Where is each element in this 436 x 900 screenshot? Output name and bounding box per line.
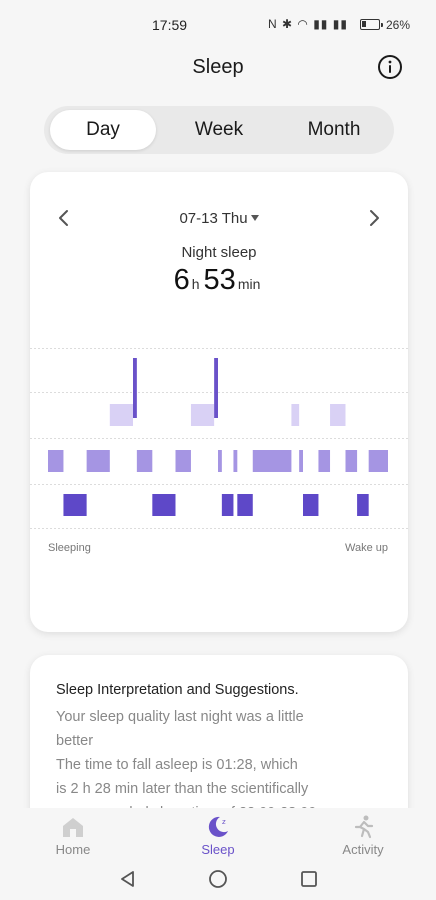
sleep-stage-deep [221,494,234,516]
info-button[interactable] [377,54,403,80]
tab-day[interactable]: Day [50,110,156,150]
nav-home[interactable]: Home [23,808,123,864]
sleep-stage-deep [237,494,253,516]
sleep-stage-light [345,450,358,472]
interpretation-text: Your sleep quality last night was a litt… [56,705,376,825]
back-icon [121,871,134,887]
info-icon [378,55,402,79]
caret-down-icon [250,215,259,221]
duration-hours-unit: h [191,276,200,292]
sleep-type-label: Night sleep [181,244,257,261]
duration-hours: 6 [173,264,190,296]
sleep-stage-deep [63,494,87,516]
home-icon [63,818,83,837]
nav-activity[interactable]: Activity [313,808,413,864]
sleep-stage-rem [109,404,133,426]
sleep-stage-deep [303,494,319,516]
bottom-navigation: Home z Sleep Activity [0,808,436,868]
battery-fill [362,21,366,27]
status-bar: 17:59 N ✱ ◠ ▮▮ ▮▮ 26% [0,0,436,48]
chevron-left-icon [59,210,68,226]
interpretation-line: is 2 h 28 min later than the scientifica… [56,781,309,797]
nav-sleep[interactable]: z Sleep [168,808,268,864]
system-recents-button[interactable] [298,868,320,890]
page-title: Sleep [192,56,244,78]
chart-end-label: Wake up [344,542,388,554]
sleep-stage-deep [152,494,176,516]
nav-sleep-label: Sleep [201,842,235,857]
date-text: 07-13 Thu [179,210,248,227]
svg-text:z: z [222,818,226,826]
running-icon [354,815,374,839]
battery-icon [360,19,383,30]
sleep-stage-light [233,450,238,472]
sleep-stage-deep [357,494,369,516]
date-selector[interactable]: 07-13 Thu [30,210,408,227]
system-back-button[interactable] [117,868,139,890]
interpretation-card: Sleep Interpretation and Suggestions. Yo… [30,655,408,855]
sleep-stage-light [252,450,292,472]
nav-home-label: Home [55,842,91,857]
duration-minutes: 53 [203,264,236,296]
sleep-stage-awake [214,358,218,418]
chart-start-label: Sleeping [48,542,91,554]
previous-day-button[interactable] [54,208,74,228]
sleep-stage-light [86,450,110,472]
interpretation-line: better [56,733,94,749]
status-time: 17:59 [152,17,188,33]
sleep-stage-awake [133,358,137,418]
sleep-stage-light [299,450,303,472]
nav-activity-label: Activity [342,842,384,857]
sleep-stage-light [218,450,222,472]
interpretation-line: The time to fall asleep is 01:28, which [56,757,298,773]
sleep-stage-light [48,450,64,472]
home-circle-icon [209,870,227,888]
tab-week[interactable]: Week [194,119,244,140]
next-day-button[interactable] [364,208,384,228]
sleep-stage-light [175,450,191,472]
sleep-stage-chart [30,348,408,529]
interpretation-title: Sleep Interpretation and Suggestions. [56,682,299,698]
period-tabs: Day Week Month [44,106,394,154]
sleep-stage-rem [291,404,300,426]
sleep-stage-rem [190,404,215,426]
system-home-button[interactable] [207,868,229,890]
sleep-duration: 6 h 53 min [30,264,408,297]
chevron-right-icon [370,210,379,226]
sleep-stage-rem [330,404,346,426]
sleep-stage-light [136,450,153,472]
recents-icon [301,871,317,887]
system-navigation-bar [0,862,436,900]
status-icons: N ✱ ◠ ▮▮ ▮▮ [268,17,348,31]
battery-percentage: 26% [386,18,411,32]
sleep-stage-light [318,450,331,472]
tab-month[interactable]: Month [307,119,361,140]
moon-icon: z [208,816,228,837]
duration-minutes-unit: min [237,276,261,292]
sleep-chart-card: 07-13 Thu Night sleep 6 h 53 min Sleeping W… [30,172,408,632]
sleep-stage-light [368,450,388,472]
interpretation-line: Your sleep quality last night was a litt… [56,709,304,725]
